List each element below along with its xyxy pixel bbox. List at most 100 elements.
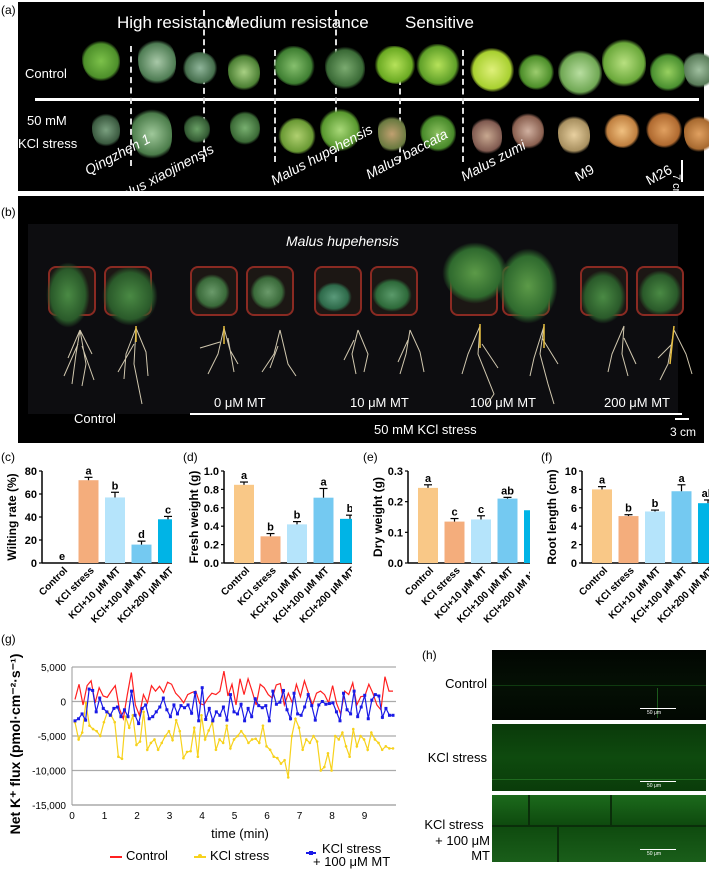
plant-image — [325, 46, 365, 90]
y-tick-label: 0.2 — [204, 540, 219, 552]
scale-bar-label: 7 cm — [670, 174, 682, 198]
y-tick-label: 0.3 — [388, 466, 403, 478]
micro-label-kcl: KCl stress — [427, 750, 487, 765]
significance-letter: b — [294, 510, 301, 522]
scale-bar — [640, 849, 676, 850]
significance-letter: e — [59, 551, 65, 563]
group-separator — [203, 10, 205, 162]
treatment-label: 10 μM MT — [350, 395, 409, 410]
plant-image — [470, 48, 514, 92]
significance-letter: b — [112, 480, 119, 492]
legend-swatch-control — [110, 856, 122, 858]
bar — [340, 518, 352, 563]
significance-letter: ab — [702, 488, 709, 500]
micrograph-kcl-mt: 50 μm — [492, 795, 706, 862]
divider-line — [35, 98, 699, 101]
y-tick-label: 8 — [571, 484, 577, 496]
significance-letter: ab — [501, 485, 514, 497]
y-tick-label: 10 — [565, 466, 577, 478]
x-axis-label: time (min) — [211, 826, 269, 841]
significance-letter: c — [478, 504, 484, 516]
y-axis-label: Net K⁺ flux (pmol·cm⁻²·s⁻¹) — [7, 654, 23, 835]
bar — [418, 487, 438, 563]
bar — [497, 498, 518, 563]
bar — [78, 480, 99, 563]
plant-image — [558, 114, 590, 156]
y-tick-label: 60 — [25, 489, 37, 501]
plant-image — [602, 38, 646, 88]
x-tick-label: 9 — [362, 811, 368, 822]
plant-image — [138, 38, 176, 86]
plant-image — [82, 40, 120, 82]
micrograph-control: 50 μm — [492, 650, 706, 720]
scale-label: 50 μm — [647, 783, 661, 789]
plant-image — [46, 262, 90, 328]
plant-image — [372, 278, 412, 312]
x-tick-label: 7 — [297, 811, 303, 822]
bar — [645, 511, 665, 563]
bar-chart-d: Fresh weight (g)0.00.20.40.60.81.0 aContr… — [187, 466, 352, 626]
scale-bar — [681, 160, 683, 182]
row-label-stress-2: KCl stress — [18, 136, 78, 151]
plant-image — [316, 282, 352, 312]
plant-image — [638, 270, 682, 316]
treatment-label: 0 μM MT — [214, 395, 266, 410]
significance-letter: c — [451, 507, 457, 519]
significance-letter: b — [625, 503, 632, 515]
plant-image — [184, 114, 210, 144]
plant-image — [278, 118, 316, 154]
plant-image — [250, 274, 286, 310]
significance-letter: a — [678, 473, 685, 485]
y-tick-label: 80 — [25, 466, 37, 478]
legend-label-mt-1: KCl stress — [322, 841, 382, 856]
legend-marker-kcl — [198, 854, 202, 858]
plant-image — [416, 44, 460, 86]
bar — [287, 524, 307, 563]
scale-bar — [640, 781, 676, 782]
y-tick-label: 40 — [25, 512, 37, 524]
species-title: Malus hupehensis — [286, 233, 399, 249]
plant-image — [228, 52, 260, 92]
y-tick-label: 0 — [60, 698, 66, 709]
y-tick-label: 2 — [571, 540, 577, 552]
y-tick-label: 6 — [571, 503, 577, 515]
stress-bracket-line — [190, 413, 682, 415]
bar — [671, 491, 692, 563]
y-tick-label: 4 — [571, 521, 578, 533]
bar — [131, 544, 152, 563]
y-tick-label: 1.0 — [204, 466, 219, 478]
panel-a-photo: High resistance Medium resistance Sensit… — [18, 2, 709, 208]
legend-label-kcl: KCl stress — [210, 848, 270, 863]
plant-image — [472, 116, 502, 156]
plant-image — [420, 114, 456, 152]
chart-legend: Control KCl stress KCl stress + 100 μM M… — [110, 841, 410, 870]
plant-image — [320, 108, 360, 152]
micro-label-control: Control — [445, 676, 487, 691]
x-tick-label: 2 — [134, 811, 140, 822]
panel-label-a: (a) — [1, 3, 16, 17]
plant-image — [650, 52, 686, 92]
scale-bar-label: 3 cm — [670, 425, 697, 439]
y-tick-label: 0.2 — [388, 497, 403, 509]
plant-image — [132, 106, 172, 162]
plant-image — [230, 110, 260, 146]
bar — [313, 497, 334, 563]
plant-image — [102, 266, 158, 326]
bar — [105, 497, 125, 563]
row-label-stress-1: 50 mM — [27, 113, 67, 128]
bar — [592, 489, 612, 563]
y-axis-label: Wilting rate (%) — [5, 473, 19, 560]
stress-label: 50 mM KCl stress — [374, 422, 477, 437]
plant-image — [182, 52, 218, 84]
y-axis-label: Dry weight (g) — [371, 477, 385, 557]
bar — [260, 536, 281, 563]
significance-letter: b — [652, 498, 659, 510]
y-tick-label: -5,000 — [38, 732, 67, 743]
plant-image — [442, 242, 508, 304]
series-line — [74, 671, 393, 722]
plant-image — [558, 50, 602, 96]
bar — [471, 519, 491, 563]
x-tick-label: 6 — [264, 811, 270, 822]
